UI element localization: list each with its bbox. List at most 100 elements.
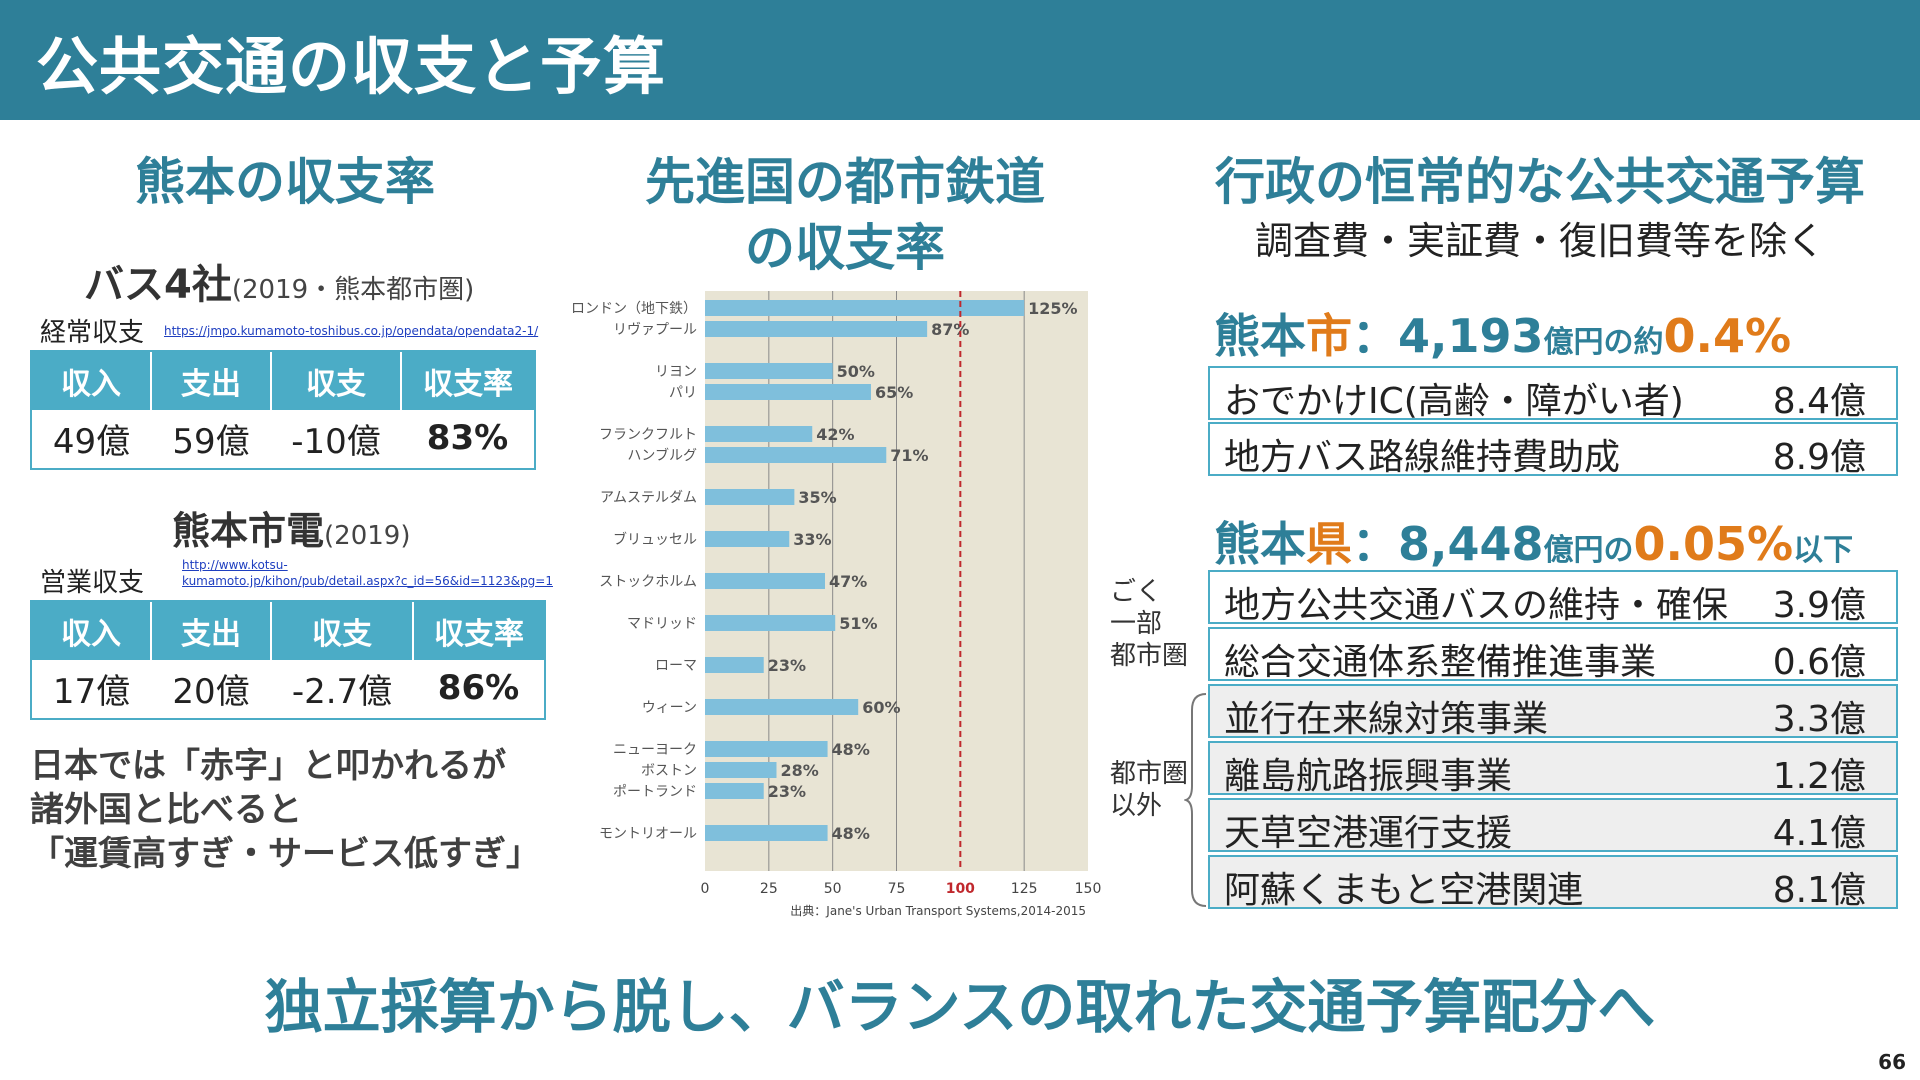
category-label: ストックホルム bbox=[599, 574, 697, 590]
bar-value-label: 71% bbox=[890, 446, 928, 465]
bar bbox=[705, 363, 833, 379]
tram-col-income: 収入 bbox=[32, 602, 152, 660]
group-label-urban-line: 都市圏 bbox=[1110, 641, 1189, 671]
x-tick-label: 150 bbox=[1075, 881, 1102, 897]
category-label: パリ bbox=[669, 385, 697, 401]
budget-item-name: 地方バス路線維持費助成 bbox=[1224, 437, 1621, 478]
pref-budget-row-3: 並行在来線対策事業 3.3億 bbox=[1208, 684, 1898, 740]
bus-col-expense: 支出 bbox=[151, 352, 272, 410]
bar-value-label: 42% bbox=[816, 425, 854, 444]
bar bbox=[705, 426, 813, 442]
tram-heading-note: (2019) bbox=[324, 521, 411, 551]
group-label-urban-line: ごく bbox=[1110, 577, 1163, 607]
budget-item-name: 天草空港運行支援 bbox=[1224, 813, 1513, 854]
group-label-nonurban-line: 以外 bbox=[1110, 791, 1163, 821]
x-tick-label: 0 bbox=[701, 881, 710, 897]
group-label-nonurban: 都市圏 以外 bbox=[1110, 758, 1188, 822]
right-subtitle: 調査費・実証費・復旧費等を除く bbox=[1254, 219, 1825, 263]
bar bbox=[705, 447, 887, 463]
pref-budget-row-4: 離島航路振興事業 1.2億 bbox=[1208, 741, 1898, 797]
city-pct: 0.4% bbox=[1663, 309, 1792, 363]
bus-expense: 59億 bbox=[172, 421, 250, 462]
bar-value-label: 125% bbox=[1028, 299, 1077, 318]
bus-income: 49億 bbox=[52, 421, 131, 462]
tram-heading-label: 熊本市電 bbox=[172, 509, 325, 553]
group-label-urban-line: 一部 bbox=[1110, 609, 1163, 639]
bar-value-label: 48% bbox=[832, 740, 870, 759]
city-prefix: 熊本 bbox=[1214, 309, 1306, 363]
category-label: リヨン bbox=[655, 364, 697, 380]
middle-title-line-1: 先進国の都市鉄道 bbox=[645, 153, 1045, 211]
bar-value-label: 23% bbox=[768, 656, 806, 675]
tram-income: 17億 bbox=[52, 671, 131, 712]
bar-value-label: 33% bbox=[793, 530, 831, 549]
middle-title-line-2: の収支率 bbox=[745, 219, 945, 277]
bar-value-label: 65% bbox=[875, 383, 913, 402]
bar bbox=[705, 657, 764, 673]
budget-item-amount: 8.4億 bbox=[1772, 381, 1866, 422]
budget-item-amount: 8.1億 bbox=[1772, 870, 1866, 911]
bar-value-label: 35% bbox=[798, 488, 836, 507]
pref-unit: 億円の bbox=[1543, 533, 1634, 568]
bus-balance: -10億 bbox=[291, 421, 381, 462]
bar-value-label: 23% bbox=[768, 782, 806, 801]
budget-item-name: 離島航路振興事業 bbox=[1224, 756, 1513, 797]
city-budget-heading: 熊本市：4,193億円の約0.4% bbox=[1214, 300, 1791, 366]
budget-item-amount: 3.3億 bbox=[1772, 699, 1866, 740]
bar-value-label: 60% bbox=[862, 698, 900, 717]
bar bbox=[705, 825, 828, 841]
budget-item-name: 並行在来線対策事業 bbox=[1224, 699, 1549, 740]
tram-col-ratio: 収支率 bbox=[413, 602, 544, 660]
title-bar: 公共交通の収支と予算 bbox=[0, 0, 1920, 120]
pref-budget-row-1: 地方公共交通バスの維持・確保 3.9億 bbox=[1208, 570, 1898, 626]
category-label: アムステルダム bbox=[600, 490, 697, 506]
bus-row-label: 経常収支 bbox=[40, 318, 145, 348]
category-label: リヴァプール bbox=[613, 321, 697, 338]
budget-item-amount: 3.9億 bbox=[1772, 585, 1866, 626]
category-label: ロンドン（地下鉄） bbox=[571, 301, 697, 317]
left-section-title: 熊本の収支率 bbox=[135, 153, 435, 211]
x-tick-label: 25 bbox=[760, 881, 778, 897]
bar-value-label: 51% bbox=[839, 614, 877, 633]
budget-item-amount: 8.9億 bbox=[1772, 437, 1866, 478]
pref-budget-heading: 熊本県：8,448億円の0.05%以下 bbox=[1214, 508, 1853, 574]
pref-budget-row-5: 天草空港運行支援 4.1億 bbox=[1208, 798, 1898, 854]
tram-source-link-1[interactable]: http://www.kotsu- bbox=[182, 558, 288, 572]
bar bbox=[705, 300, 1025, 316]
budget-item-amount: 0.6億 bbox=[1772, 642, 1866, 683]
x-tick-label: 100 bbox=[946, 881, 975, 897]
pref-prefix: 熊本 bbox=[1214, 517, 1306, 571]
bar bbox=[705, 615, 836, 631]
city-suffix: 市 bbox=[1306, 309, 1352, 363]
bar bbox=[705, 699, 859, 715]
bar bbox=[705, 531, 790, 547]
comment-line-2: 諸外国と比べると bbox=[30, 790, 302, 830]
group-label-nonurban-line: 都市圏 bbox=[1110, 759, 1189, 789]
bus-source-link[interactable]: https://jmpo.kumamoto-toshibus.co.jp/ope… bbox=[164, 324, 539, 338]
pref-tail: 以下 bbox=[1793, 533, 1854, 568]
bar bbox=[705, 489, 795, 505]
budget-item-name: 阿蘇くまもと空港関連 bbox=[1224, 870, 1584, 911]
bar bbox=[705, 741, 828, 757]
tram-expense: 20億 bbox=[172, 671, 250, 712]
bus-heading-note: (2019・熊本都市圏) bbox=[231, 275, 475, 305]
category-label: ウィーン bbox=[642, 700, 697, 716]
bar bbox=[705, 573, 826, 589]
bar bbox=[705, 321, 928, 337]
bus-col-ratio: 収支率 bbox=[401, 352, 534, 410]
right-section-title: 行政の恒常的な公共交通予算 bbox=[1215, 153, 1865, 211]
x-tick-label: 125 bbox=[1011, 881, 1038, 897]
bar-value-label: 87% bbox=[931, 320, 969, 339]
tram-source-link-2[interactable]: kumamoto.jp/kihon/pub/detail.aspx?c_id=5… bbox=[182, 574, 553, 588]
category-label: フランクフルト bbox=[599, 427, 697, 443]
bar-value-label: 28% bbox=[780, 761, 818, 780]
city-budget-row-1: おでかけIC(高齢・障がい者) 8.4億 bbox=[1208, 366, 1898, 422]
comment-line-3: 「運賃高すぎ・サービス低すぎ」 bbox=[30, 834, 540, 874]
bus-heading-label: バス4社 bbox=[84, 262, 232, 308]
bus-ratio: 83% bbox=[426, 418, 509, 458]
curly-brace-icon bbox=[1184, 693, 1207, 907]
budget-item-name: 地方公共交通バスの維持・確保 bbox=[1224, 585, 1729, 626]
chart-source: 出典：Jane's Urban Transport Systems,2014-2… bbox=[790, 904, 1086, 918]
category-label: ハンブルグ bbox=[627, 447, 697, 464]
bar bbox=[705, 762, 777, 778]
